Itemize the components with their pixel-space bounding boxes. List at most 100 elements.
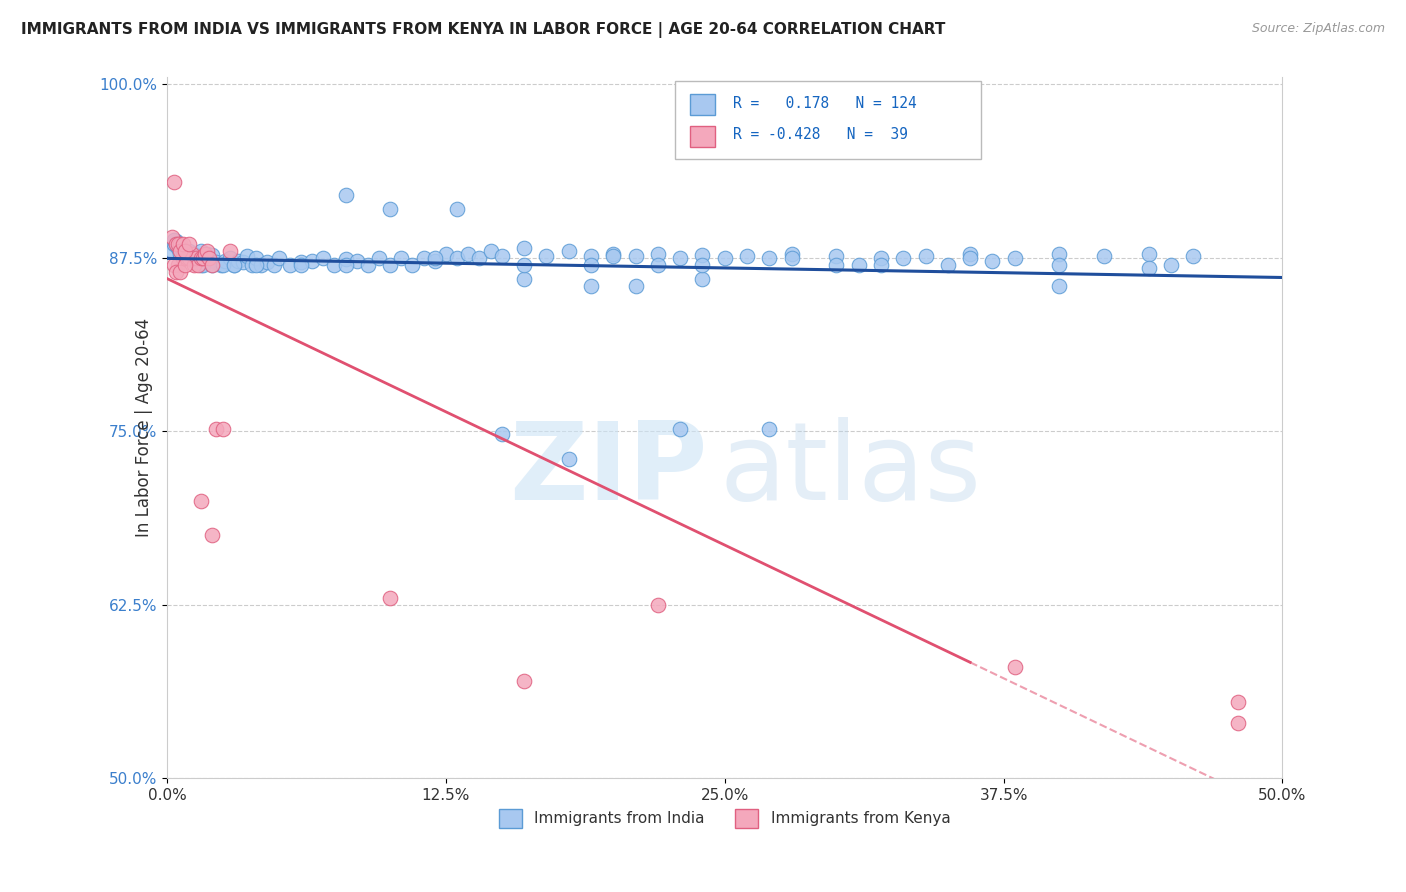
Text: IMMIGRANTS FROM INDIA VS IMMIGRANTS FROM KENYA IN LABOR FORCE | AGE 20-64 CORREL: IMMIGRANTS FROM INDIA VS IMMIGRANTS FROM…: [21, 22, 945, 38]
Point: [513, 674, 536, 689]
Point: [1092, 250, 1115, 264]
Point: [176, 250, 198, 264]
Text: R =   0.178   N = 124: R = 0.178 N = 124: [733, 95, 917, 111]
Point: [165, 265, 187, 279]
Point: [1160, 258, 1182, 272]
Point: [165, 237, 187, 252]
Point: [179, 251, 201, 265]
Point: [491, 427, 513, 442]
Point: [780, 251, 803, 265]
Point: [378, 258, 401, 272]
Point: [936, 258, 959, 272]
Point: [491, 250, 513, 264]
Text: Source: ZipAtlas.com: Source: ZipAtlas.com: [1251, 22, 1385, 36]
Point: [457, 246, 479, 260]
Point: [211, 258, 233, 272]
Point: [249, 258, 271, 272]
Point: [218, 251, 240, 265]
Point: [602, 250, 624, 264]
Point: [692, 271, 714, 285]
Point: [163, 258, 186, 272]
Point: [180, 251, 202, 265]
Point: [981, 253, 1004, 268]
Text: atlas: atlas: [720, 417, 981, 523]
Point: [169, 243, 191, 257]
Bar: [690, 126, 714, 147]
Point: [513, 271, 536, 285]
Point: [278, 258, 301, 272]
Point: [201, 258, 224, 272]
Point: [468, 251, 491, 265]
Bar: [675, 81, 981, 160]
Point: [245, 251, 267, 265]
Point: [179, 244, 201, 258]
Legend: Immigrants from India, Immigrants from Kenya: Immigrants from India, Immigrants from K…: [494, 803, 956, 834]
Point: [198, 251, 221, 265]
Point: [735, 250, 758, 264]
Point: [423, 251, 446, 265]
Point: [194, 246, 217, 260]
Point: [167, 240, 190, 254]
Point: [335, 258, 357, 272]
Point: [190, 258, 212, 272]
Point: [267, 251, 290, 265]
Point: [368, 251, 391, 265]
Point: [169, 237, 191, 252]
Point: [669, 421, 692, 435]
Point: [240, 258, 263, 272]
Point: [228, 253, 250, 268]
Point: [825, 250, 848, 264]
Point: [870, 251, 893, 265]
Point: [536, 250, 558, 264]
Point: [174, 248, 197, 262]
Point: [167, 258, 190, 272]
Point: [346, 253, 368, 268]
Point: [163, 174, 186, 188]
Point: [479, 244, 502, 258]
Point: [412, 251, 434, 265]
Point: [692, 258, 714, 272]
Point: [174, 244, 197, 258]
Point: [205, 421, 228, 435]
Point: [174, 258, 197, 272]
Point: [191, 252, 214, 267]
Point: [335, 252, 357, 267]
Point: [214, 253, 236, 268]
Point: [167, 241, 190, 255]
Point: [195, 246, 218, 260]
Point: [378, 202, 401, 217]
Point: [513, 258, 536, 272]
Point: [160, 230, 183, 244]
Point: [602, 246, 624, 260]
Point: [160, 244, 183, 258]
Bar: [690, 95, 714, 115]
Point: [446, 251, 468, 265]
Point: [256, 255, 278, 269]
Point: [167, 237, 190, 252]
Point: [1047, 258, 1070, 272]
Point: [557, 452, 579, 467]
Point: [169, 265, 191, 279]
Point: [174, 244, 197, 258]
Point: [758, 251, 780, 265]
Point: [579, 278, 602, 293]
Point: [335, 188, 357, 202]
Point: [191, 258, 214, 272]
Point: [172, 243, 194, 257]
Point: [184, 251, 207, 265]
Point: [713, 251, 735, 265]
Point: [624, 250, 647, 264]
Point: [1047, 278, 1070, 293]
Point: [357, 258, 380, 272]
Point: [184, 255, 207, 269]
Point: [165, 237, 187, 252]
Point: [176, 250, 198, 264]
Point: [579, 258, 602, 272]
Text: ZIP: ZIP: [509, 417, 709, 523]
Point: [434, 246, 457, 260]
Point: [236, 250, 259, 264]
Point: [232, 255, 254, 269]
Point: [172, 251, 194, 265]
Point: [1004, 660, 1026, 674]
Point: [245, 258, 267, 272]
